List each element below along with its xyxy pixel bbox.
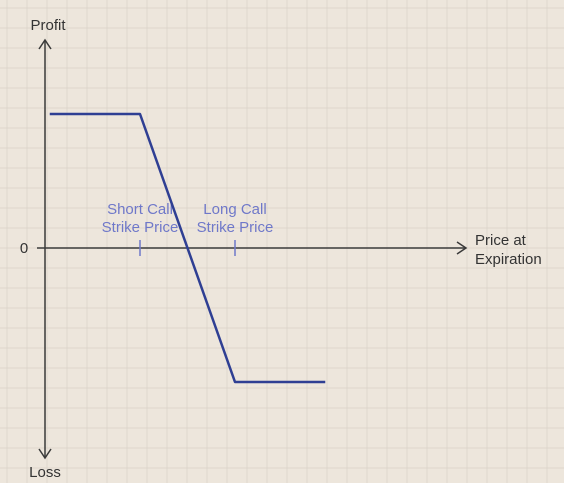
y-axis-zero-label: 0: [20, 240, 28, 257]
y-axis-label-loss: Loss: [29, 464, 61, 481]
x-axis-label-line2: Expiration: [475, 251, 542, 268]
strike-annotation-label: Strike Price: [102, 219, 179, 236]
strike-annotation-label: Strike Price: [197, 219, 274, 236]
strike-annotation-label: Long Call: [203, 201, 266, 218]
strike-annotation-label: Short Call: [107, 201, 173, 218]
x-axis-label-line1: Price at: [475, 232, 527, 249]
y-axis-label-profit: Profit: [30, 17, 66, 34]
